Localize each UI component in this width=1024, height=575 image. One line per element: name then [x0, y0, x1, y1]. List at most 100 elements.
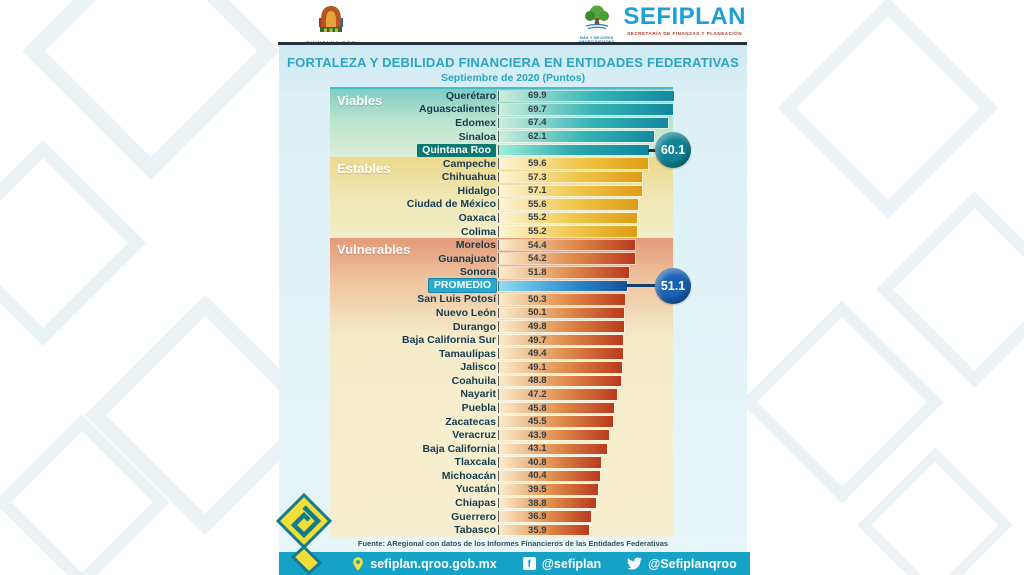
quintana-roo-glyph-logo	[275, 492, 333, 575]
bar	[497, 184, 643, 198]
website-item[interactable]: sefiplan.qroo.gob.mx	[352, 556, 497, 572]
bar	[497, 415, 614, 428]
chart-row: Tabasco 35.9	[330, 523, 673, 537]
state-label: Edomex	[455, 116, 496, 129]
chart-row: Baja California 43.1	[330, 442, 673, 456]
facebook-icon: f	[522, 557, 536, 570]
callout-badge: 60.1	[655, 132, 691, 169]
value-label: 55.6	[528, 198, 547, 210]
source-note: Fuente: ARegional con datos de los Infor…	[357, 539, 669, 548]
callout-connector	[625, 284, 661, 288]
state-label: Colima	[460, 225, 496, 238]
chart-row: San Luis Potosí 50.3	[330, 293, 673, 307]
website-link[interactable]: sefiplan.qroo.gob.mx	[370, 556, 497, 571]
value-label: 49.1	[528, 361, 547, 373]
bar	[497, 225, 638, 238]
bar	[496, 143, 651, 157]
value-label: 54.2	[528, 253, 547, 265]
callout-connector	[648, 148, 661, 152]
chart-row: Puebla 45.8	[330, 401, 673, 415]
chart-row: PROMEDIO	[330, 279, 673, 293]
state-label: Chiapas	[455, 497, 496, 510]
bar	[496, 103, 675, 116]
value-label: 55.2	[528, 212, 547, 224]
watermark-glyph	[876, 191, 1024, 388]
facebook-handle[interactable]: @sefiplan	[541, 556, 602, 571]
value-label: 48.8	[528, 375, 547, 387]
callout-badge: 51.1	[655, 267, 691, 304]
watermark-glyph	[0, 139, 147, 347]
twitter-handle[interactable]: @Sefiplanqroo	[648, 556, 737, 571]
state-label: Morelos	[455, 239, 496, 252]
value-label: 50.3	[528, 293, 547, 305]
chart-title: FORTALEZA Y DEBILIDAD FINANCIERA EN ENTI…	[287, 55, 739, 70]
section-band-estables	[330, 156, 673, 239]
bar	[497, 469, 601, 483]
chart-row: Campeche 59.6	[330, 157, 673, 171]
chart-row: Zacatecas 45.5	[330, 415, 673, 429]
chart-row: Quintana Roo	[330, 143, 673, 157]
chart-row: Nuevo León 50.1	[330, 306, 673, 320]
chart-row: Oaxaca 55.2	[330, 211, 673, 225]
facebook-item[interactable]: f @sefiplan	[522, 556, 602, 571]
footer-bar: sefiplan.qroo.gob.mx f @sefiplan @Sefipl…	[279, 552, 750, 575]
section-label-viables: Viables	[337, 93, 383, 108]
bar	[497, 483, 599, 496]
chart-row: Jalisco 49.1	[330, 361, 673, 375]
watermark-glyph	[22, 0, 280, 180]
quintana-roo-emblem-icon	[319, 6, 343, 32]
chart-row: Tlaxcala 40.8	[330, 456, 673, 470]
state-label: Zacatecas	[445, 415, 496, 428]
value-label: 55.2	[528, 226, 547, 238]
chart-row: Michoacán 40.4	[330, 469, 673, 483]
chart-row: Tamaulipas 49.4	[330, 347, 673, 361]
value-label: 62.1	[528, 131, 547, 142]
twitter-item[interactable]: @Sefiplanqroo	[627, 557, 737, 571]
bar	[497, 388, 618, 401]
value-label: 67.4	[528, 117, 547, 129]
state-label: Jalisco	[460, 361, 496, 374]
state-label: Yucatán	[455, 483, 496, 496]
value-label: 45.8	[528, 402, 547, 414]
state-label: Tamaulipas	[439, 347, 496, 360]
value-label: 39.5	[528, 483, 547, 495]
chart-row: Durango 49.8	[330, 320, 673, 334]
bar	[497, 89, 675, 102]
value-label: 47.2	[528, 388, 547, 400]
value-label: 38.8	[528, 497, 547, 509]
bar	[497, 157, 649, 170]
bar	[496, 130, 656, 143]
bar-chart: Viables Estables Vulnerables Querétaro 69.9 A…	[330, 89, 691, 537]
state-label: Nuevo León	[435, 306, 496, 319]
chart-row: Sonora 51.8	[330, 265, 673, 279]
value-label: 49.4	[528, 348, 547, 360]
state-label: Oaxaca	[458, 211, 496, 224]
chart-row: Veracruz 43.9	[330, 428, 673, 442]
section-label-vulnerables: Vulnerables	[337, 242, 411, 258]
state-label: Michoacán	[441, 469, 496, 482]
state-label: Puebla	[461, 402, 496, 415]
chart-row: Nayarit 47.2	[330, 388, 673, 402]
bar	[497, 347, 624, 360]
plot-top-border	[330, 87, 673, 89]
watermark-glyph	[777, 0, 999, 219]
chart-row: Hidalgo 57.1	[330, 184, 673, 198]
state-label: Ciudad de México	[406, 198, 496, 211]
bar	[497, 456, 602, 469]
chart-subtitle: Septiembre de 2020 (Puntos)	[440, 72, 586, 84]
bar	[496, 171, 644, 184]
bar	[496, 333, 625, 347]
bar	[497, 293, 626, 306]
value-label: 50.1	[528, 307, 547, 319]
chart-row: Yucatán 39.5	[330, 483, 673, 497]
bar	[497, 266, 630, 279]
bar	[497, 238, 636, 252]
chart-row: Querétaro 69.9	[330, 89, 675, 103]
state-label: Chihuahua	[441, 171, 496, 184]
value-label: 59.6	[528, 158, 547, 170]
chart-row: Sinaloa 62.1	[330, 130, 673, 144]
value-label: 57.3	[528, 171, 547, 183]
chart-row: Chiapas 38.8	[330, 496, 673, 510]
value-label: 40.8	[528, 456, 547, 468]
